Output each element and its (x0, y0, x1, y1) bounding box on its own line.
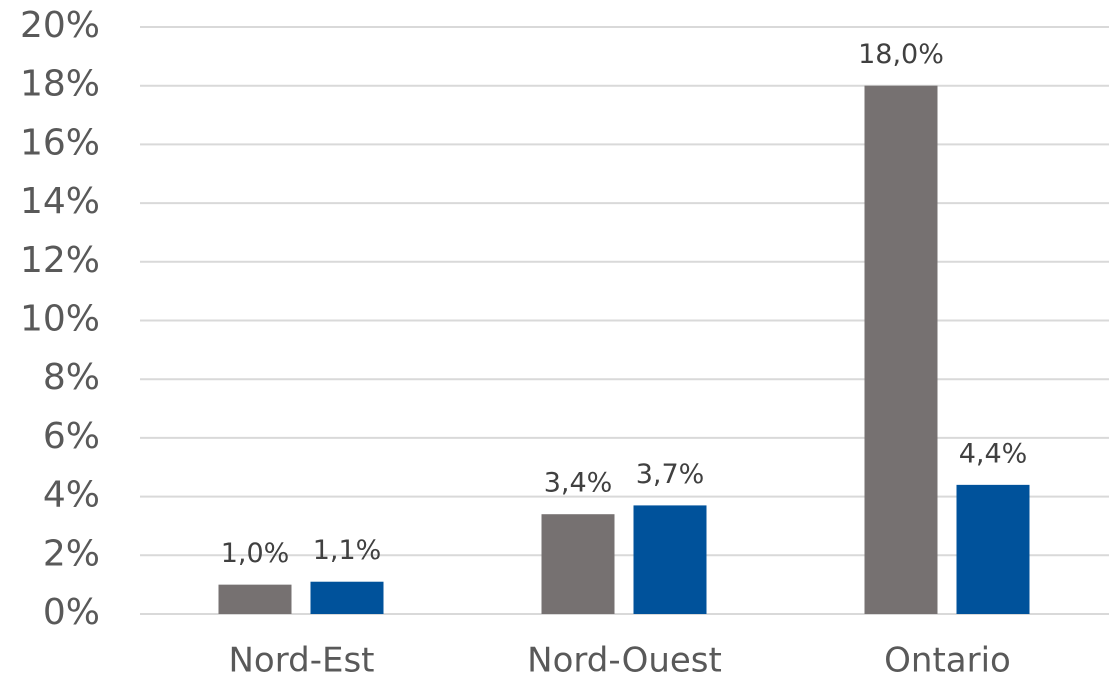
bar (310, 581, 384, 614)
y-tick-label: 20% (20, 5, 100, 46)
y-tick-label: 12% (20, 240, 100, 281)
y-tick-label: 14% (20, 181, 100, 222)
bar (218, 584, 292, 614)
bar (864, 85, 938, 614)
value-label: 3,4% (544, 468, 613, 499)
value-label: 18,0% (858, 39, 944, 70)
y-tick-label: 6% (43, 416, 100, 457)
bar (956, 484, 1030, 614)
x-tick-label: Nord-Ouest (527, 641, 722, 680)
y-tick-label: 16% (20, 122, 100, 163)
y-tick-label: 2% (43, 533, 100, 574)
y-tick-label: 4% (43, 475, 100, 516)
y-tick-label: 0% (43, 592, 100, 633)
value-label: 1,1% (313, 535, 382, 566)
y-tick-label: 8% (43, 357, 100, 398)
y-tick-label: 10% (20, 299, 100, 340)
bar (541, 514, 615, 614)
y-tick-label: 18% (20, 64, 100, 105)
bar (633, 505, 707, 614)
x-tick-label: Ontario (884, 641, 1011, 680)
x-tick-label: Nord-Est (229, 641, 375, 680)
value-label: 3,7% (636, 459, 705, 490)
value-label: 4,4% (959, 438, 1028, 469)
value-label: 1,0% (221, 538, 290, 569)
